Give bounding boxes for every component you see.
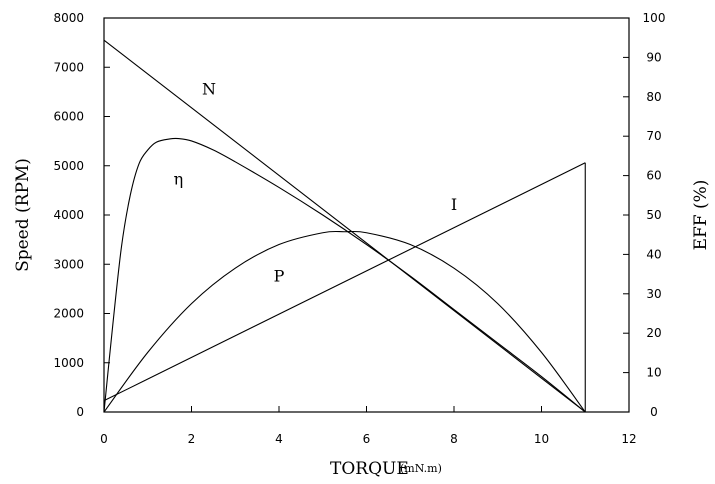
y-right-tick-label: 70 [646, 129, 661, 143]
y-left-tick-label: 3000 [53, 257, 84, 271]
labels-group: N I Pη [174, 79, 458, 285]
x-tick-label: 12 [621, 432, 636, 446]
x-axis-title: TORQUE [330, 459, 409, 479]
curves-group [103, 39, 586, 413]
series-label-N: N [202, 79, 216, 98]
y-left-tick-label: 2000 [53, 307, 84, 321]
series-curve-N [103, 39, 586, 413]
x-tick-label: 10 [534, 432, 549, 446]
y-right-tick-label: 30 [646, 287, 661, 301]
series-curve-η [103, 137, 586, 413]
y-left-tick-label: 0 [76, 405, 84, 419]
y-right-tick-label: 0 [650, 405, 658, 419]
y-left-tick-label: 8000 [53, 11, 84, 25]
y-left-tick-label: 6000 [53, 110, 84, 124]
y-axis-right-title: EFF (%) [691, 180, 711, 251]
y-left-tick-label: 4000 [53, 208, 84, 222]
x-tick-label: 2 [188, 432, 196, 446]
y-left-tick-label: 7000 [53, 60, 84, 74]
x-tick-label: 0 [100, 432, 108, 446]
ticks-group: 0 2 4 6 8 10 120100020003000400050006000700080… [53, 11, 665, 446]
series-curve-P [103, 230, 586, 413]
x-tick-label: 6 [363, 432, 371, 446]
y-left-tick-label: 5000 [53, 159, 84, 173]
y-right-tick-label: 40 [646, 247, 661, 261]
x-tick-label: 4 [275, 432, 283, 446]
x-axis-unit: (mN.m) [400, 462, 442, 475]
y-right-tick-label: 20 [646, 326, 661, 340]
y-left-tick-label: 1000 [53, 356, 84, 370]
series-label-η: η [174, 169, 184, 188]
y-right-tick-label: 10 [646, 366, 661, 380]
series-curve-I [103, 162, 586, 402]
y-right-tick-label: 80 [646, 90, 661, 104]
y-right-tick-label: 100 [643, 11, 666, 25]
y-right-tick-label: 50 [646, 208, 661, 222]
y-right-tick-label: 90 [646, 50, 661, 64]
y-right-tick-label: 60 [646, 169, 661, 183]
x-tick-label: 8 [450, 432, 458, 446]
series-label-I: I [451, 195, 457, 214]
y-axis-left-title: Speed (RPM) [13, 158, 33, 272]
series-label-P: P [274, 266, 285, 285]
plot-frame [103, 17, 630, 413]
